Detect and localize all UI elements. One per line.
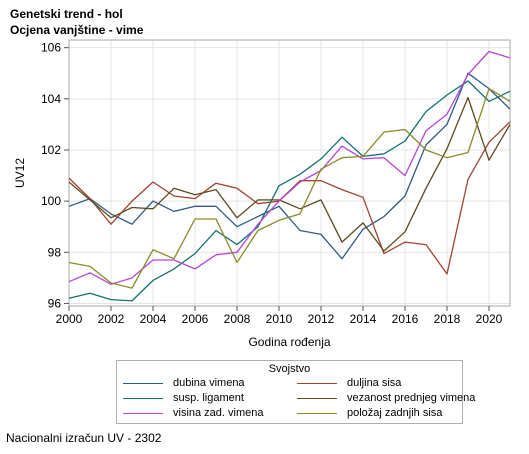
legend-swatch: [123, 412, 163, 414]
y-axis-label: UV12: [13, 158, 27, 188]
legend-swatch: [123, 382, 163, 384]
legend-label: dubina vimena: [173, 377, 245, 389]
plot-border: [68, 39, 511, 307]
legend-item: vezanost prednjeg vimena: [297, 392, 475, 404]
x-tick-label: 2020: [476, 312, 503, 326]
x-tick-label: 2018: [434, 312, 461, 326]
x-tick-label: 2012: [308, 312, 335, 326]
y-tick-label: 106: [41, 41, 61, 55]
legend-swatch: [297, 397, 337, 399]
y-tick-label: 98: [48, 245, 62, 259]
legend-swatch: [123, 397, 163, 399]
legend-swatch: [297, 412, 337, 414]
series-line-6: [68, 87, 511, 289]
x-tick-label: 2002: [98, 312, 125, 326]
legend: Svojstvo dubina vimena duljina sisa susp. …: [116, 360, 475, 424]
y-tick-label: 96: [48, 296, 62, 310]
chart-subtitle: Ocjena vanjštine - vime: [10, 23, 144, 37]
legend-swatch: [297, 382, 337, 384]
x-tick-label: 2000: [56, 312, 83, 326]
y-tick-label: 104: [41, 92, 61, 106]
legend-label: vezanost prednjeg vimena: [347, 392, 476, 404]
series-line-3: [68, 80, 511, 302]
legend-item: duljina sisa: [297, 377, 401, 389]
x-axis-label: Godina rođenja: [248, 335, 330, 349]
legend-label: položaj zadnjih sisa: [347, 407, 443, 419]
series-line-1: [68, 72, 511, 260]
x-tick-label: 2006: [182, 312, 209, 326]
legend-label: visina zad. vimena: [173, 407, 264, 419]
x-tick-label: 2010: [266, 312, 293, 326]
legend-item: visina zad. vimena: [123, 407, 264, 419]
x-tick-label: 2014: [350, 312, 377, 326]
legend-item: dubina vimena: [123, 377, 245, 389]
chart-title: Genetski trend - hol: [10, 7, 123, 21]
y-tick-label: 100: [41, 194, 61, 208]
x-tick-label: 2008: [224, 312, 251, 326]
footnote: Nacionalni izračun UV - 2302: [6, 431, 162, 445]
series-line-4: [68, 96, 511, 252]
legend-item: položaj zadnjih sisa: [297, 407, 442, 419]
legend-title: Svojstvo: [268, 363, 311, 375]
legend-label: duljina sisa: [347, 377, 402, 389]
plot-area: [68, 39, 511, 307]
x-tick-label: 2004: [140, 312, 167, 326]
legend-item: susp. ligament: [123, 392, 244, 404]
chart-titles: Genetski trend - hol Ocjena vanjštine - …: [10, 6, 143, 38]
legend-label: susp. ligament: [173, 392, 244, 404]
x-tick-label: 2016: [392, 312, 419, 326]
line-chart: 2000 2002 2004 2006 2008 2010 2012 2014 2016 2018…: [13, 39, 511, 349]
y-tick-label: 102: [41, 143, 61, 157]
